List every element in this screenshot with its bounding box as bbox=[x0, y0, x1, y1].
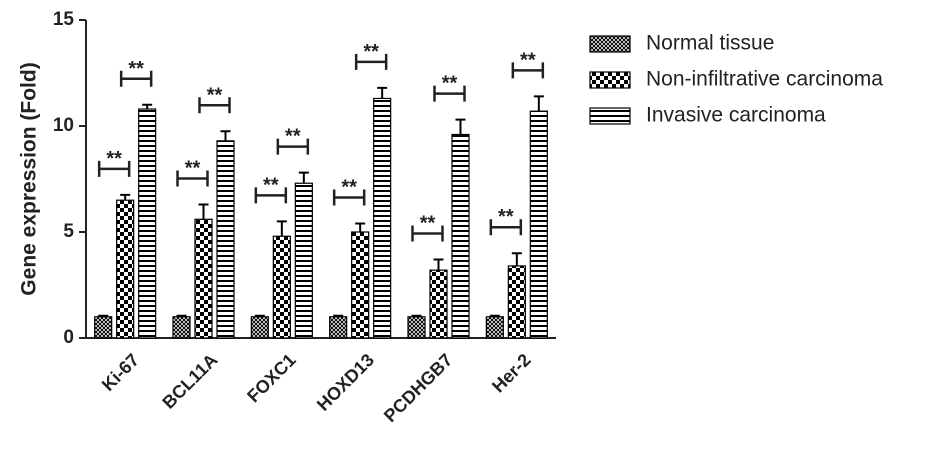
x-tick-label: FOXC1 bbox=[243, 350, 300, 407]
error-bar bbox=[98, 314, 109, 317]
significance-bracket bbox=[176, 170, 209, 187]
legend-swatch bbox=[589, 107, 631, 125]
error-bar bbox=[298, 171, 309, 184]
x-tick-label: Her-2 bbox=[488, 350, 535, 397]
significance-bracket bbox=[198, 97, 231, 114]
bar bbox=[294, 182, 313, 339]
legend-label: Non-infiltrative carcinoma bbox=[646, 68, 883, 91]
x-tick-label: PCDHGB7 bbox=[380, 350, 456, 426]
error-bar bbox=[411, 314, 422, 317]
bar bbox=[250, 316, 269, 339]
y-tick-label: 15 bbox=[53, 9, 75, 30]
significance-label: ** bbox=[442, 73, 458, 95]
x-tick-label: HOXD13 bbox=[313, 350, 378, 415]
significance-bracket bbox=[411, 225, 444, 242]
bar bbox=[429, 269, 448, 339]
error-bar bbox=[254, 314, 265, 317]
error-bar bbox=[511, 252, 522, 266]
y-axis-title: Gene expression (Fold) bbox=[18, 62, 41, 295]
bar bbox=[485, 316, 504, 339]
x-tick-label: BCL11A bbox=[158, 350, 221, 413]
legend-swatch bbox=[589, 71, 631, 89]
bar bbox=[216, 140, 235, 339]
significance-label: ** bbox=[498, 206, 514, 228]
error-bar bbox=[142, 103, 153, 110]
bar bbox=[116, 199, 135, 339]
legend-swatch bbox=[589, 35, 631, 53]
bar bbox=[94, 316, 113, 339]
significance-bracket bbox=[254, 187, 288, 204]
error-bar bbox=[176, 314, 187, 317]
error-bar bbox=[220, 130, 231, 141]
significance-bracket bbox=[511, 62, 545, 79]
error-bar bbox=[489, 314, 500, 317]
y-tick-label: 10 bbox=[53, 115, 74, 136]
significance-bracket bbox=[332, 189, 366, 206]
error-bar bbox=[333, 314, 344, 317]
significance-bracket bbox=[276, 138, 310, 155]
bar bbox=[172, 316, 191, 339]
y-tick-label: 5 bbox=[63, 221, 74, 242]
significance-label: ** bbox=[185, 157, 201, 179]
bar bbox=[529, 110, 548, 339]
bar bbox=[407, 316, 426, 339]
bar bbox=[272, 235, 291, 339]
bar bbox=[329, 316, 348, 339]
bar bbox=[507, 265, 526, 339]
significance-bracket bbox=[119, 70, 153, 87]
bar bbox=[138, 108, 157, 339]
error-bar bbox=[355, 222, 366, 232]
error-bar bbox=[533, 95, 544, 112]
significance-label: ** bbox=[207, 84, 223, 106]
bar bbox=[451, 133, 470, 339]
error-bar bbox=[120, 193, 131, 201]
significance-bracket bbox=[354, 53, 388, 70]
bar bbox=[351, 231, 370, 339]
error-bar bbox=[455, 118, 466, 135]
y-tick-label: 0 bbox=[63, 327, 74, 348]
error-bar bbox=[377, 86, 388, 99]
error-bar bbox=[433, 258, 444, 271]
significance-label: ** bbox=[420, 213, 436, 235]
significance-bracket bbox=[433, 85, 466, 102]
significance-label: ** bbox=[263, 174, 279, 196]
significance-label: ** bbox=[363, 41, 379, 63]
error-bar bbox=[276, 220, 287, 237]
legend-label: Invasive carcinoma bbox=[646, 104, 826, 127]
bar bbox=[194, 218, 213, 339]
significance-label: ** bbox=[106, 148, 122, 170]
error-bar bbox=[198, 203, 209, 220]
significance-label: ** bbox=[285, 126, 301, 148]
significance-label: ** bbox=[128, 58, 144, 80]
significance-bracket bbox=[97, 160, 131, 177]
significance-bracket bbox=[489, 219, 523, 236]
legend-label: Normal tissue bbox=[646, 32, 774, 55]
significance-label: ** bbox=[520, 49, 536, 71]
bar bbox=[373, 97, 392, 339]
x-tick-label: Ki-67 bbox=[98, 350, 143, 395]
significance-label: ** bbox=[341, 177, 357, 199]
